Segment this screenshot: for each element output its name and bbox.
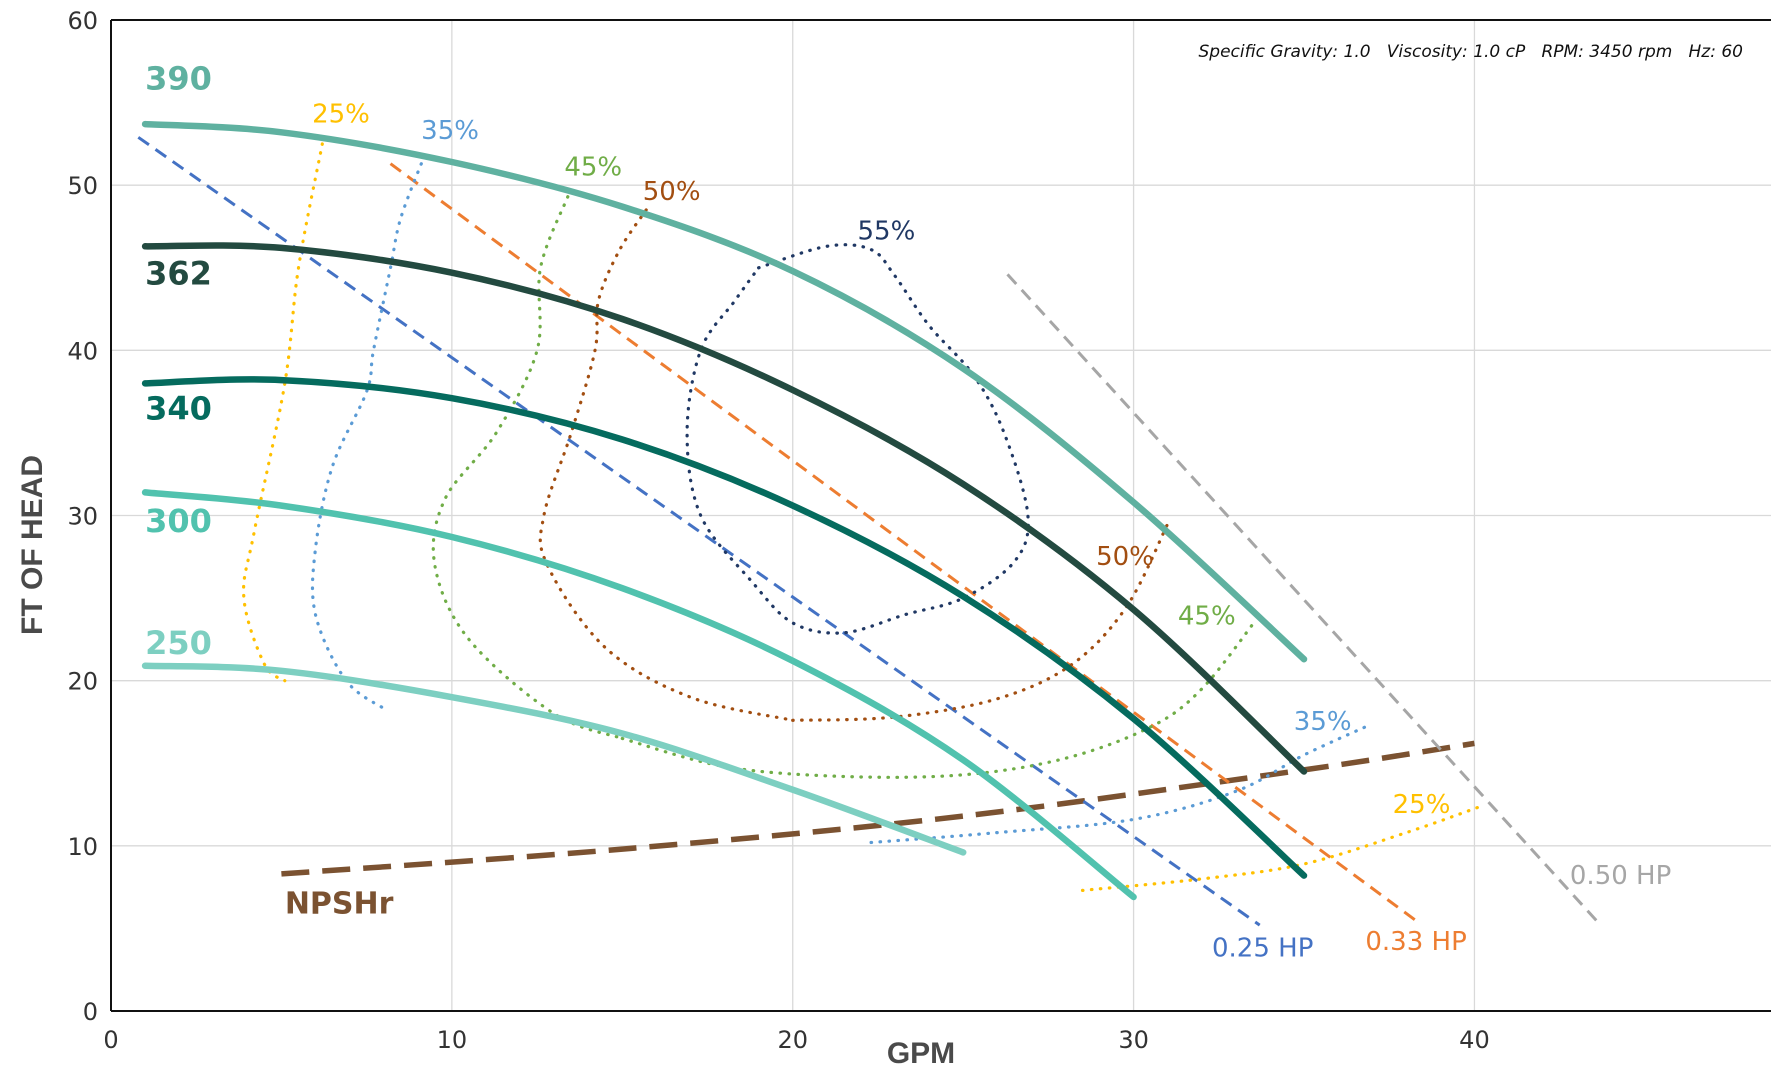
x-tick-label-30: 30 [1118,1026,1149,1054]
efficiency-curves [241,142,1483,892]
npshr-layer [281,740,1475,877]
impeller-label-390: 390 [145,59,212,97]
y-tick-label-0: 0 [83,998,98,1026]
efficiency-label-25-0: 25% [312,99,370,129]
impeller-label-340: 340 [145,390,212,428]
npshr-label: NPSHr [285,887,394,922]
impeller-curve-300 [141,489,1137,901]
y-tick-label-30: 30 [67,503,98,531]
y-axis-title: FT OF HEAD [16,455,49,635]
efficiency-curve-50-middle [791,522,1170,722]
y-tick-label-10: 10 [67,833,98,861]
npshr-line [281,740,1475,877]
efficiency-curve-55 [685,243,1030,635]
efficiency-label-35-7: 35% [1294,707,1352,737]
hp-line-0-33-hp [389,162,1421,925]
horsepower-lines [137,136,1602,927]
efficiency-curve-45-middle [620,618,1258,779]
x-tick-label-20: 20 [777,1026,808,1054]
hp-line-0-25-hp [137,136,1261,927]
efficiency-curve-50-left [538,208,795,722]
y-tick-label-60: 60 [67,7,98,35]
x-tick-label-10: 10 [437,1026,468,1054]
impeller-curve-340 [141,376,1308,879]
impeller-label-300: 300 [145,502,212,540]
hp-label-0-50-hp: 0.50 HP [1570,861,1671,891]
operating-conditions-note: Specific Gravity: 1.0 Viscosity: 1.0 cP … [1198,42,1743,62]
efficiency-label-45-6: 45% [1178,602,1236,632]
plot-frame [110,19,1771,1012]
impeller-curve-250 [141,662,967,856]
x-tick-label-40: 40 [1459,1026,1490,1054]
impeller-label-362: 362 [145,254,212,292]
axis-tick-labels: 0 10 20 30 40 0 10 20 30 40 50 60 [67,7,1489,1054]
efficiency-label-25-8: 25% [1393,790,1451,820]
hp-label-0-33-hp: 0.33 HP [1365,927,1466,957]
efficiency-label-35-1: 35% [421,116,479,146]
impeller-curves [141,120,1308,901]
y-tick-label-40: 40 [67,337,98,365]
x-tick-label-0: 0 [103,1026,118,1054]
efficiency-curve-25-left [241,142,324,683]
y-tick-label-20: 20 [67,668,98,696]
y-tick-label-50: 50 [67,172,98,200]
efficiency-label-55-4: 55% [857,217,915,247]
hp-label-0-25-hp: 0.25 HP [1212,933,1313,963]
impeller-label-250: 250 [145,624,212,662]
efficiency-label-50-3: 50% [643,177,701,207]
efficiency-curve-35-left [310,153,427,712]
impeller-curve-362 [141,242,1308,775]
x-axis-title: GPM [887,1037,955,1070]
impeller-curve-390 [141,120,1308,663]
efficiency-label-50-5: 50% [1096,542,1154,572]
efficiency-label-45-2: 45% [564,152,622,182]
hp-line-0-50-hp [1006,273,1602,927]
curve-labels: 390 362 340 300 250 25% 35% 45% 50% 55% 50% 45% 35% 2… [145,59,1671,963]
